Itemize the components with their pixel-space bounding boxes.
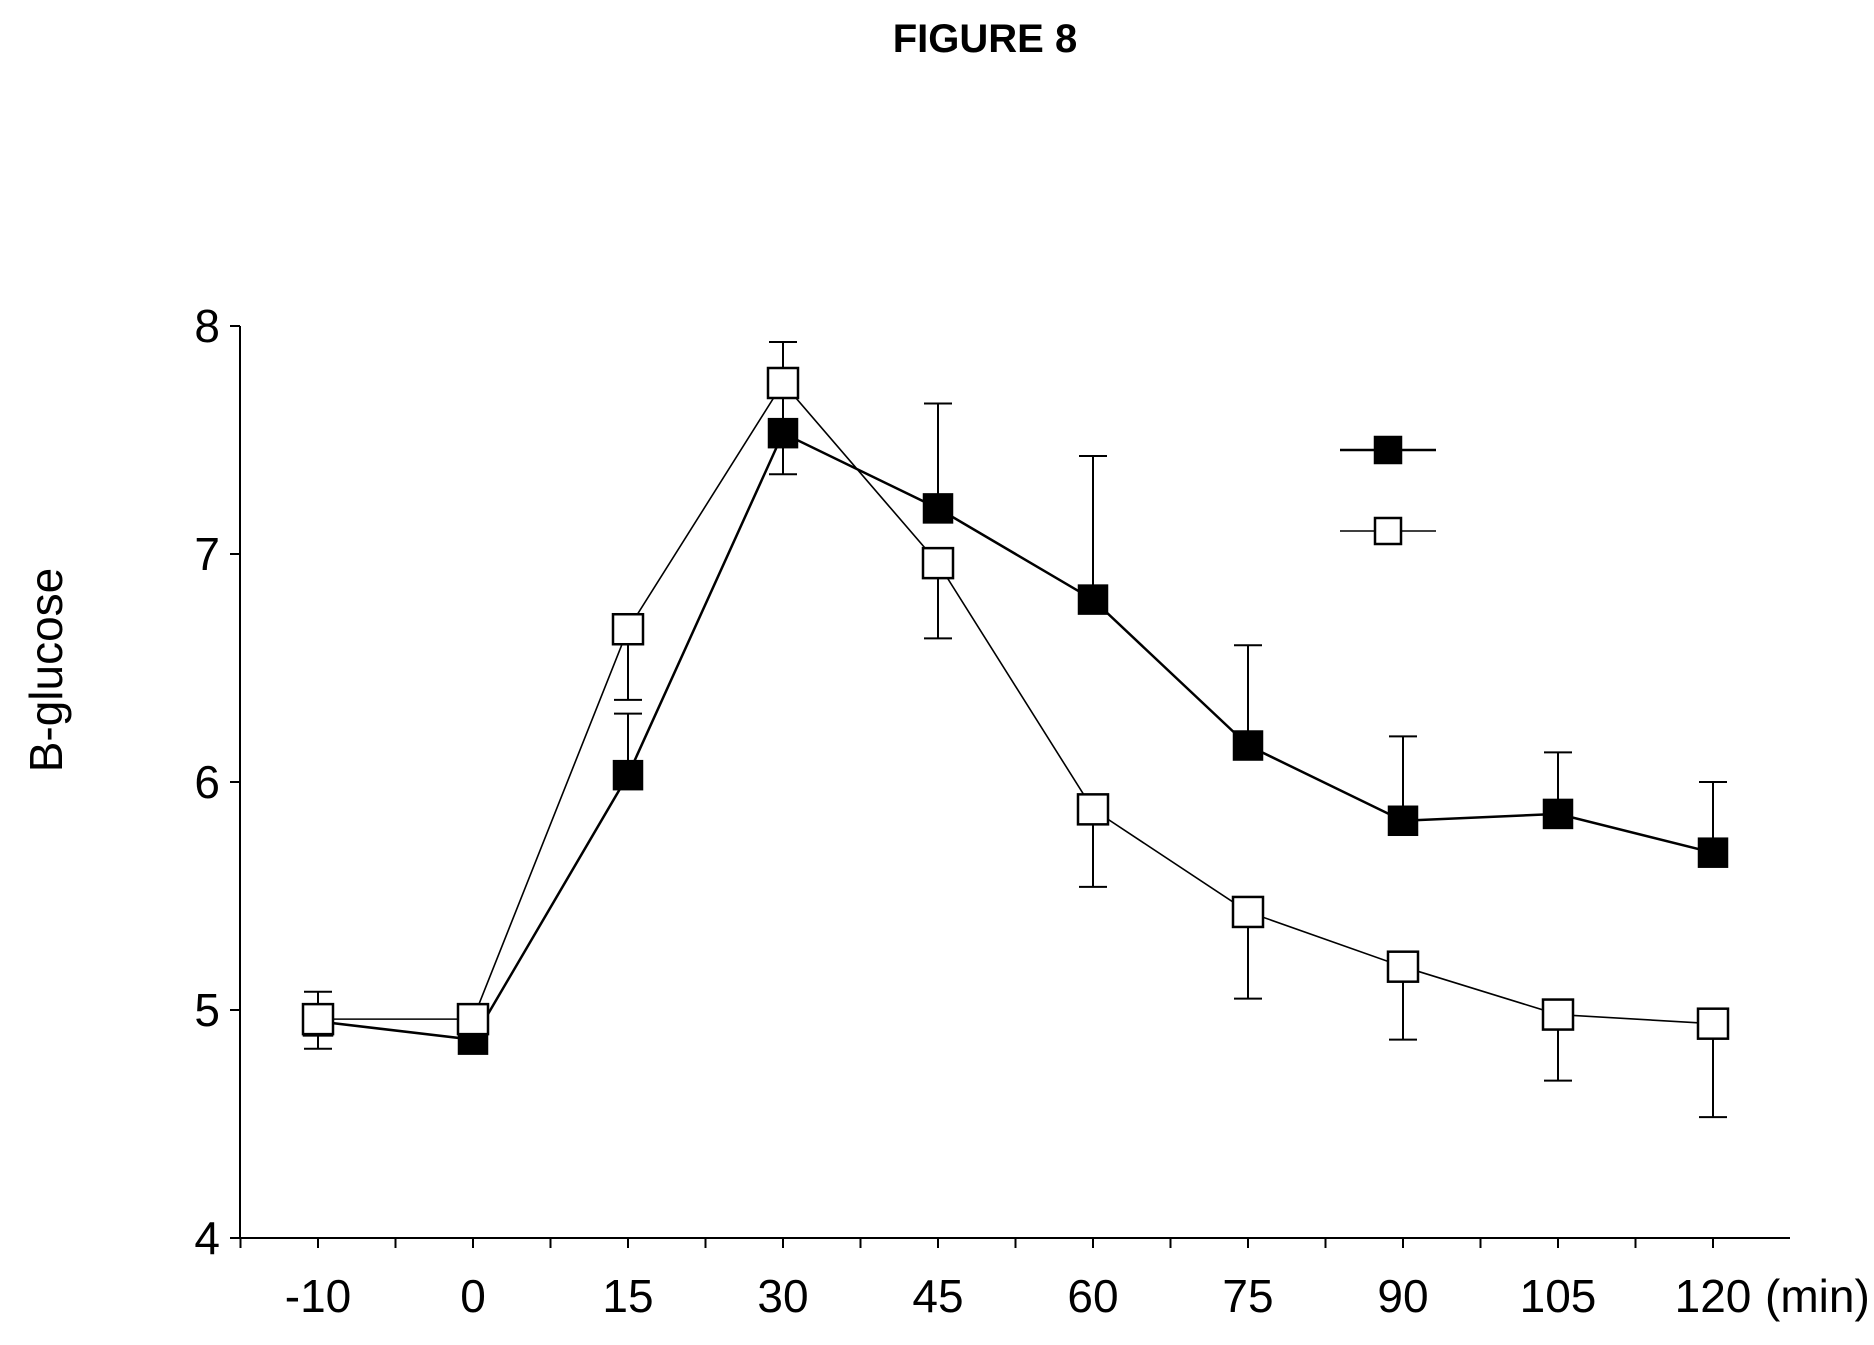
legend-entry-1 <box>1340 435 1436 465</box>
data-point <box>612 759 644 791</box>
data-point <box>1076 793 1110 826</box>
x-axis-ticks: -10 0 15 30 45 60 75 90 105 120 <box>239 1238 1752 1322</box>
data-point <box>1077 584 1109 615</box>
y-axis-ticks: 4 5 6 7 8 <box>194 300 240 1264</box>
y-tick-label: 8 <box>194 300 220 352</box>
series-2 <box>301 366 1730 1119</box>
x-tick-label: 30 <box>757 1270 808 1322</box>
data-point <box>1386 950 1420 983</box>
legend <box>1340 435 1436 546</box>
data-point <box>1387 805 1419 837</box>
data-point <box>922 493 954 524</box>
x-tick-label: -10 <box>285 1270 351 1322</box>
series-line <box>318 381 1714 1025</box>
data-point <box>1697 837 1729 868</box>
series-line <box>317 431 1714 1041</box>
x-tick-label: 0 <box>460 1270 486 1322</box>
data-point <box>1231 895 1265 929</box>
x-tick-label: 45 <box>912 1270 963 1322</box>
x-tick-label: 60 <box>1067 1270 1118 1322</box>
data-point <box>1542 798 1574 830</box>
x-tick-label: 105 <box>1520 1270 1597 1322</box>
legend-marker <box>1373 435 1403 465</box>
data-point <box>456 1002 490 1036</box>
data-point <box>611 612 645 646</box>
legend-entry-2 <box>1340 516 1436 546</box>
data-point <box>1232 730 1264 761</box>
x-tick-label: 75 <box>1222 1270 1273 1322</box>
x-tick-label: 90 <box>1377 1270 1428 1322</box>
y-axis-label: B-glucose <box>20 568 72 773</box>
data-point <box>921 546 955 580</box>
series-layer <box>301 340 1730 1119</box>
x-axis-unit-label: (min) <box>1765 1270 1870 1322</box>
figure-title: FIGURE 8 <box>893 17 1077 61</box>
series-1 <box>302 340 1729 1055</box>
data-point <box>1696 1007 1730 1040</box>
data-point <box>1541 998 1575 1031</box>
x-tick-label: 15 <box>602 1270 653 1322</box>
x-tick-label: 120 <box>1675 1270 1752 1322</box>
y-tick-label: 4 <box>194 1212 220 1264</box>
data-point <box>301 1002 335 1036</box>
legend-marker <box>1373 516 1403 546</box>
y-tick-label: 6 <box>194 756 220 808</box>
y-tick-label: 7 <box>194 528 220 580</box>
y-tick-label: 5 <box>194 984 220 1036</box>
data-point <box>766 366 800 400</box>
